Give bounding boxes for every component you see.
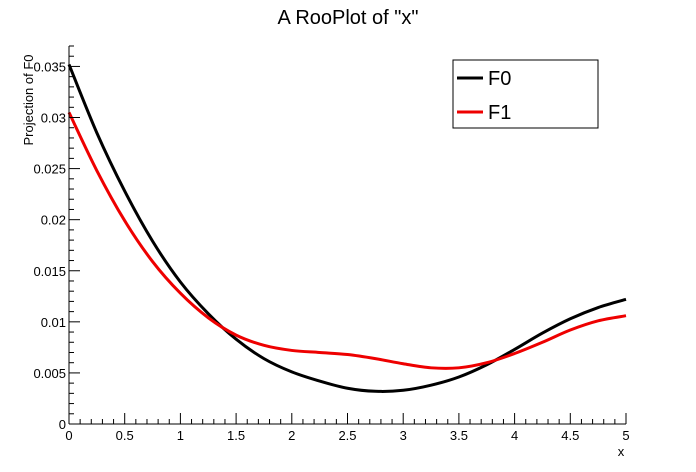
legend-label-f0: F0 bbox=[488, 68, 511, 90]
x-axis-label: x bbox=[618, 444, 625, 459]
y-tick-label: 0 bbox=[59, 417, 66, 432]
x-tick-label: 0.5 bbox=[116, 428, 134, 443]
y-tick-label: 0.01 bbox=[41, 315, 66, 330]
y-axis-label: Projection of F0 bbox=[21, 54, 36, 145]
x-tick-label: 1.5 bbox=[227, 428, 245, 443]
axes-layer: 0 0.5 1 1.5 2 2.5 3 3.5 4 4.5 5 0 0.005 0.01 0.015 0.02… bbox=[33, 45, 630, 443]
series-line-f0 bbox=[67, 63, 627, 393]
series-line-f1 bbox=[67, 111, 627, 370]
y-tick-label: 0.03 bbox=[41, 111, 66, 126]
x-tick-label: 4 bbox=[511, 428, 518, 443]
y-tick-label: 0.035 bbox=[33, 59, 66, 74]
legend-label-f1: F1 bbox=[488, 102, 511, 124]
y-tick-label: 0.015 bbox=[33, 264, 66, 279]
y-tick-label: 0.025 bbox=[33, 162, 66, 177]
x-tick-label: 2.5 bbox=[338, 428, 356, 443]
y-tick-label: 0.005 bbox=[33, 366, 66, 381]
chart-title: A RooPlot of "x" bbox=[278, 7, 419, 29]
x-tick-label: 3.5 bbox=[450, 428, 468, 443]
x-tick-label: 2 bbox=[288, 428, 295, 443]
x-tick-label: 0 bbox=[65, 428, 72, 443]
x-tick-label: 3 bbox=[400, 428, 407, 443]
y-tick-label: 0.02 bbox=[41, 213, 66, 228]
x-tick-label: 5 bbox=[622, 428, 629, 443]
x-tick-label: 1 bbox=[177, 428, 184, 443]
x-tick-label: 4.5 bbox=[561, 428, 579, 443]
series-layer bbox=[67, 63, 627, 393]
legend: F0 F1 bbox=[452, 59, 599, 129]
legend-box bbox=[452, 59, 599, 129]
